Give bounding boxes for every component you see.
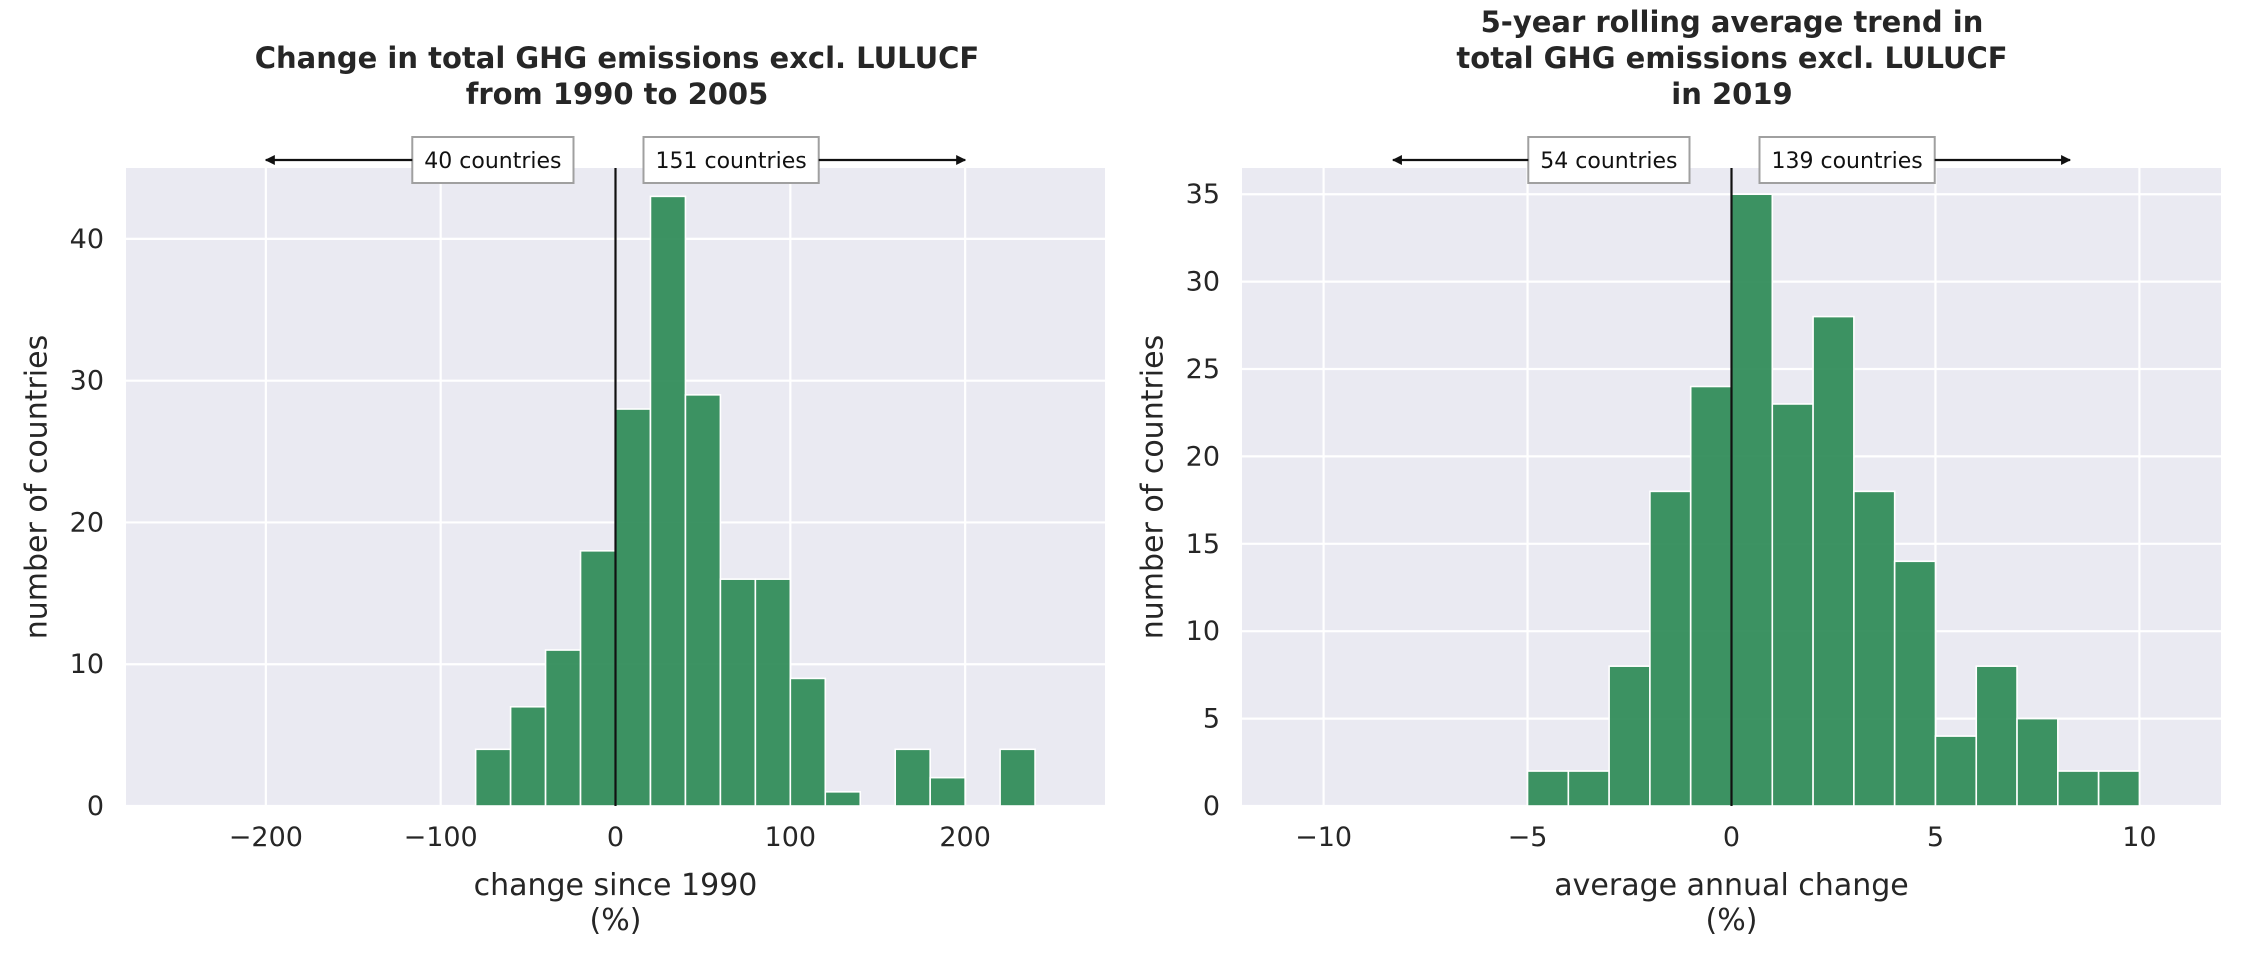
histogram-bar: [929, 776, 966, 807]
y-tick-label: 30: [70, 366, 104, 397]
histogram-bar: [579, 549, 617, 807]
histogram-bar: [544, 649, 582, 807]
histogram-bar: [1689, 385, 1733, 807]
histogram-bar: [649, 195, 687, 807]
histogram-bar: [474, 748, 512, 807]
x-tick-label: 5: [1927, 822, 1944, 853]
histogram-bar: [1567, 770, 1610, 807]
y-tick-label: 10: [70, 649, 104, 680]
histogram-bar: [2097, 770, 2141, 807]
x-axis-label-line: average annual change: [1554, 868, 1908, 903]
y-tick-label: 20: [70, 507, 104, 538]
histogram-bar: [1812, 315, 1855, 807]
y-tick-label: 0: [1203, 791, 1220, 822]
histogram-bar: [894, 748, 931, 807]
histogram-bar: [999, 748, 1036, 807]
x-tick-label: 0: [607, 822, 624, 853]
histogram-bar: [684, 394, 722, 807]
histogram-bar: [789, 677, 827, 807]
x-axis-label-line: (%): [590, 903, 642, 938]
x-tick-label: 10: [2122, 822, 2156, 853]
y-tick-label: 5: [1203, 704, 1220, 735]
histogram-bar: [1771, 403, 1814, 807]
x-axis-label-line: (%): [1706, 903, 1758, 938]
y-axis-label: number of countries: [1136, 335, 1171, 639]
y-axis-label: number of countries: [20, 335, 55, 639]
histogram-bar: [1730, 193, 1774, 807]
chart-title-line: Change in total GHG emissions excl. LULU…: [255, 41, 980, 75]
x-tick-label: −5: [1508, 822, 1548, 853]
histogram-bar: [754, 578, 792, 807]
x-tick-label: −200: [229, 822, 303, 853]
x-tick-label: 0: [1723, 822, 1740, 853]
y-tick-label: 40: [70, 224, 104, 255]
x-tick-label: −10: [1295, 822, 1352, 853]
y-tick-label: 15: [1186, 529, 1220, 560]
x-tick-label: −100: [404, 822, 478, 853]
histogram-bar: [509, 705, 547, 807]
x-tick-label: 100: [765, 822, 817, 853]
histogram-bar: [824, 791, 862, 807]
histogram-bar: [2057, 770, 2100, 807]
histogram-bar: [614, 408, 652, 807]
histogram-bar: [1608, 665, 1651, 807]
histogram-bar: [1975, 665, 2018, 807]
histogram-bar: [1893, 560, 1937, 807]
histogram-bar: [1649, 490, 1692, 807]
y-tick-label: 0: [87, 791, 104, 822]
right-count-label: 139 countries: [1772, 149, 1923, 174]
chart-title-line: total GHG emissions excl. LULUCF: [1456, 41, 2007, 75]
histogram-bar: [719, 578, 757, 807]
histogram-bar: [1934, 735, 1978, 807]
left-count-box: [411, 136, 575, 184]
chart-ghg-change-1990-2005: −200 −100 0 100 200 0 10 20 30 40 Change in total …: [20, 41, 1105, 938]
x-tick-label: 200: [939, 822, 991, 853]
chart-title-line: from 1990 to 2005: [466, 77, 769, 111]
x-axis-label-line: change since 1990: [474, 868, 758, 903]
histogram-bar: [2016, 717, 2059, 807]
chart-title-line: 5-year rolling average trend in: [1481, 5, 1984, 39]
left-count-label: 40 countries: [424, 149, 561, 174]
y-tick-label: 30: [1186, 267, 1220, 298]
chart-5yr-rolling-trend-2019: −10 −5 0 5 10 0 5 10 15 20 25 30 35 5-year rolling av…: [1136, 5, 2221, 938]
histogram-bar: [1853, 490, 1896, 807]
y-tick-label: 10: [1186, 616, 1220, 647]
chart-title-line: in 2019: [1671, 77, 1792, 111]
y-tick-label: 35: [1186, 179, 1220, 210]
right-count-label: 151 countries: [656, 149, 807, 174]
histogram-bar: [1526, 770, 1570, 807]
left-count-label: 54 countries: [1540, 149, 1677, 174]
y-tick-label: 20: [1186, 441, 1220, 472]
y-tick-label: 25: [1186, 354, 1220, 385]
